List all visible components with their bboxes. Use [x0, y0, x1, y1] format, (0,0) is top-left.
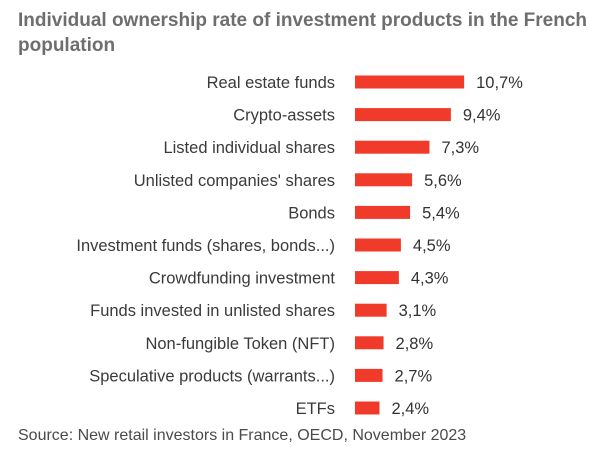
category-label: ETFs [296, 400, 335, 418]
bar [355, 75, 465, 89]
bar [355, 140, 430, 154]
value-label: 3,1% [399, 302, 437, 320]
category-label: Funds invested in unlisted shares [90, 302, 335, 320]
value-label: 2,4% [391, 400, 429, 418]
value-label: 9,4% [463, 107, 501, 125]
bar [355, 303, 387, 317]
category-label: Bonds [288, 204, 335, 222]
category-label: Speculative products (warrants...) [89, 367, 335, 385]
category-label: Crowdfunding investment [149, 270, 336, 288]
bar [355, 205, 411, 219]
value-label: 10,7% [476, 74, 523, 92]
category-label: Crypto-assets [233, 107, 335, 125]
value-label: 2,8% [396, 335, 434, 353]
category-label: Unlisted companies' shares [134, 172, 335, 190]
category-label: Real estate funds [207, 74, 335, 92]
value-label: 4,5% [413, 237, 451, 255]
bar [355, 271, 399, 285]
category-label: Non-fungible Token (NFT) [145, 335, 335, 353]
value-label: 7,3% [441, 139, 479, 157]
category-label: Listed individual shares [163, 139, 335, 157]
source-note: Source: New retail investors in France, … [18, 427, 467, 444]
value-label: 5,4% [422, 204, 460, 222]
value-label: 5,6% [424, 172, 462, 190]
value-label: 4,3% [411, 270, 449, 288]
bar [355, 238, 401, 252]
chart-title: Individual ownership rate of investment … [18, 10, 588, 56]
bar [355, 336, 384, 350]
category-label: Investment funds (shares, bonds...) [76, 237, 335, 255]
bar [355, 368, 383, 382]
bar [355, 173, 413, 187]
bar [355, 108, 451, 122]
bar [355, 401, 380, 415]
value-label: 2,7% [395, 367, 433, 385]
